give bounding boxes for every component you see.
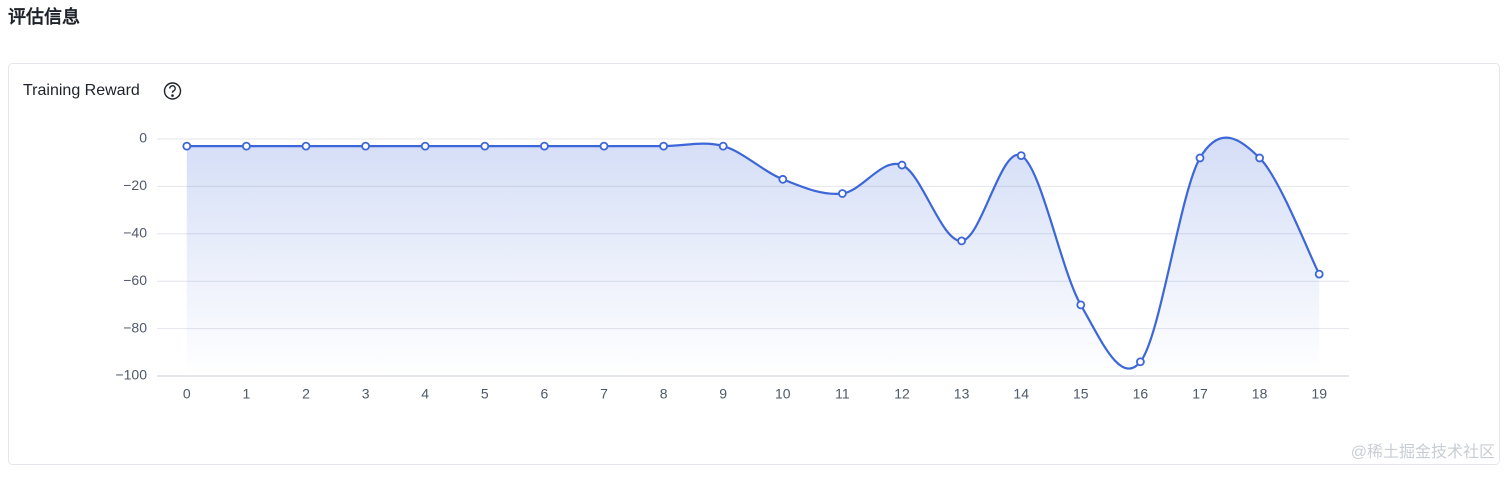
point xyxy=(1195,153,1205,163)
x-tick-label: 14 xyxy=(1013,386,1029,402)
point xyxy=(1255,153,1264,163)
x-tick-label: 8 xyxy=(660,386,668,402)
x-tick-label: 0 xyxy=(183,386,191,402)
point xyxy=(838,189,847,198)
x-tick-label: 4 xyxy=(421,386,429,402)
y-tick-label: −20 xyxy=(123,177,147,193)
x-tick-label: 11 xyxy=(835,386,850,402)
point xyxy=(241,141,251,151)
point xyxy=(420,141,430,151)
area xyxy=(186,137,1320,376)
point xyxy=(718,141,728,151)
point xyxy=(1076,300,1086,310)
point xyxy=(778,174,788,184)
x-tick-label: 9 xyxy=(719,386,727,402)
x-tick-label: 18 xyxy=(1252,386,1268,402)
chart-title: Training Reward xyxy=(23,82,140,99)
point xyxy=(957,236,966,246)
help-icon[interactable] xyxy=(163,82,182,100)
y-tick-label: −80 xyxy=(123,319,147,335)
x-tick-label: 2 xyxy=(302,386,310,402)
x-tick-label: 15 xyxy=(1073,386,1089,402)
y-tick-label: −100 xyxy=(115,367,147,383)
watermark: @稀土掘金技术社区 xyxy=(1351,443,1495,461)
x-tick-label: 1 xyxy=(243,386,251,402)
y-tick-label: 0 xyxy=(139,130,147,146)
point xyxy=(480,141,490,151)
point xyxy=(1314,269,1324,279)
x-tick-label: 13 xyxy=(954,386,970,402)
x-tick-label: 7 xyxy=(600,386,608,402)
x-tick-label: 5 xyxy=(481,386,489,402)
point xyxy=(659,141,668,151)
x-tick-label: 19 xyxy=(1311,386,1327,402)
x-tick-label: 16 xyxy=(1133,386,1149,402)
point xyxy=(897,160,907,170)
x-tick-label: 17 xyxy=(1192,386,1208,402)
x-tick-label: 10 xyxy=(775,386,791,402)
y-tick-label: −60 xyxy=(123,272,147,288)
x-tick-label: 6 xyxy=(541,386,549,402)
point xyxy=(361,141,371,151)
x-tick-label: 3 xyxy=(362,386,370,402)
point xyxy=(599,141,609,151)
x-tick-label: 12 xyxy=(894,386,910,402)
point xyxy=(182,141,192,151)
point xyxy=(540,141,549,151)
page-title: 评估信息 xyxy=(8,6,80,27)
point xyxy=(1136,357,1145,367)
point xyxy=(301,141,311,151)
point xyxy=(1016,151,1026,160)
y-tick-label: −40 xyxy=(123,225,147,241)
